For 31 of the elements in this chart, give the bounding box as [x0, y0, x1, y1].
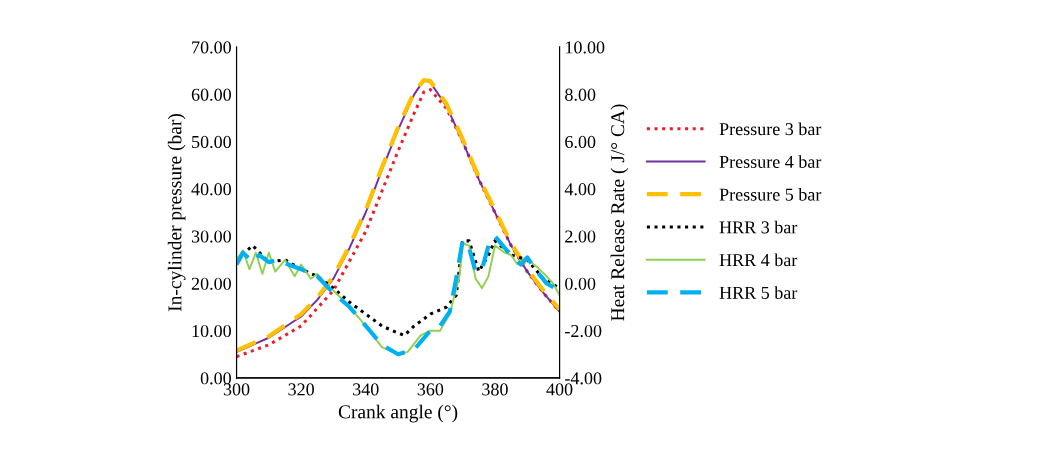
x-tick-label: 380 [482, 383, 508, 396]
y2-tick-label: 0.00 [565, 277, 596, 290]
legend-label: HRR 5 bar [719, 286, 798, 299]
y-tick-label: 70.00 [192, 41, 231, 54]
y2-axis-title: Heat Release Rate ( J/° CA) [610, 104, 629, 321]
legend-label: Pressure 3 bar [719, 122, 822, 136]
y-tick-label: 10.00 [192, 324, 231, 338]
y-tick-label: 0.00 [200, 372, 231, 385]
x-tick-label: 320 [288, 383, 314, 396]
x-axis-title: Crank angle (°) [338, 404, 458, 423]
x-tick-label: 300 [223, 383, 250, 396]
y-tick-label: 40.00 [191, 183, 231, 196]
y2-tick-label: 2.00 [565, 230, 596, 243]
legend-label: Pressure 4 bar [719, 155, 822, 168]
x-tick-label: 340 [353, 383, 379, 396]
legend-label: HRR 3 bar [719, 220, 798, 234]
y2-tick-label: 8.00 [565, 88, 596, 101]
legend-label: Pressure 5 bar [719, 188, 822, 201]
y2-tick-label: -2.00 [565, 324, 602, 338]
y-tick-label: 60.00 [191, 88, 231, 101]
legend-label: HRR 4 bar [719, 253, 798, 267]
y2-tick-label: 4.00 [564, 183, 596, 196]
y2-tick-label: 6.00 [565, 135, 596, 149]
y2-tick-label: -4.00 [565, 372, 602, 385]
y-tick-label: 30.00 [191, 230, 231, 243]
y-tick-label: 50.00 [192, 135, 231, 149]
y2-tick-label: 10.00 [566, 41, 605, 54]
x-tick-label: 400 [546, 383, 573, 396]
y-tick-label: 20.00 [191, 277, 231, 290]
x-tick-label: 360 [417, 383, 444, 396]
y-axis-title: In-cylinder pressure (bar) [167, 114, 186, 312]
